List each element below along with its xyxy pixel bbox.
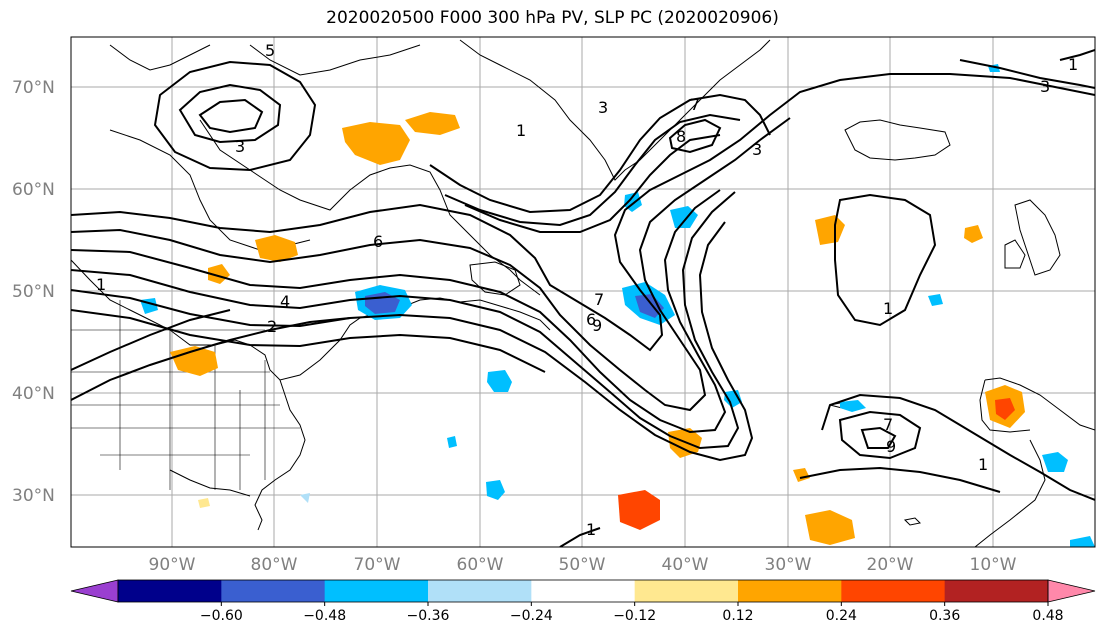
lon-label: 60°W: [457, 555, 504, 575]
colorbar-tick-label: 0.24: [826, 608, 857, 624]
graticule: [71, 37, 1095, 547]
svg-text:8: 8: [676, 127, 686, 146]
colorbar-tick-label: −0.48: [303, 608, 346, 624]
svg-text:4: 4: [280, 292, 290, 311]
slp-contours: [71, 49, 1095, 547]
svg-text:7: 7: [883, 415, 893, 434]
colorbar-border: [117, 579, 1049, 603]
svg-text:1: 1: [1068, 55, 1078, 74]
svg-text:7: 7: [690, 95, 700, 114]
colorbar-segment: [531, 580, 636, 602]
colorbar-extend-high: [1047, 579, 1096, 603]
colorbar-segment: [738, 580, 842, 602]
svg-text:1: 1: [978, 455, 988, 474]
lon-label: 50°W: [559, 555, 606, 575]
lon-label: 70°W: [354, 555, 401, 575]
colorbar-segment: [634, 580, 739, 602]
latitude-labels: 70°N 60°N 50°N 40°N 30°N: [12, 78, 55, 506]
svg-text:1: 1: [883, 299, 893, 318]
colorbar-segment: [944, 580, 1049, 602]
colorbar-tick-label: −0.24: [510, 608, 553, 624]
colorbar-segment: [841, 580, 946, 602]
colorbar-segment: [428, 580, 532, 602]
colorbar-tick-label: 0.36: [929, 608, 960, 624]
svg-text:1: 1: [586, 520, 596, 539]
svg-text:6: 6: [586, 310, 596, 329]
colorbar-segment: [118, 580, 222, 602]
colorbar: −0.60 −0.48 −0.36 −0.24 −0.12 0.12 0.24 0.36 0.4…: [70, 579, 1096, 624]
lon-label: 10°W: [970, 555, 1017, 575]
svg-text:9: 9: [592, 316, 602, 335]
svg-text:5: 5: [265, 41, 275, 60]
lon-label: 40°W: [662, 555, 709, 575]
svg-text:2: 2: [267, 317, 277, 336]
colorbar-tick-label: 0.12: [722, 608, 753, 624]
lon-label: 90°W: [149, 555, 196, 575]
lon-label: 20°W: [867, 555, 914, 575]
svg-text:9: 9: [886, 437, 896, 456]
lon-label: 30°W: [765, 555, 812, 575]
svg-text:6: 6: [373, 232, 383, 251]
lat-label: 40°N: [12, 384, 55, 404]
svg-text:3: 3: [235, 137, 245, 156]
colorbar-extend-low: [70, 579, 119, 603]
coastlines: [71, 39, 1095, 547]
colorbar-tick-label: −0.60: [200, 608, 243, 624]
map-title: 2020020500 F000 300 hPa PV, SLP PC (2020…: [326, 8, 779, 28]
colorbar-tick-label: −0.36: [407, 608, 450, 624]
colorbar-segment: [221, 580, 326, 602]
svg-text:1: 1: [96, 275, 106, 294]
svg-text:1: 1: [516, 121, 526, 140]
colorbar-segment: [324, 580, 429, 602]
colorbar-tick-label: 0.48: [1032, 608, 1063, 624]
map-frame: [70, 36, 1096, 548]
lat-label: 60°N: [12, 180, 55, 200]
lat-label: 70°N: [12, 78, 55, 98]
lat-label: 30°N: [12, 486, 55, 506]
svg-text:7: 7: [594, 290, 604, 309]
svg-text:3: 3: [1040, 77, 1050, 96]
svg-text:3: 3: [752, 140, 762, 159]
colorbar-tick-label: −0.12: [613, 608, 656, 624]
longitude-labels: 90°W 80°W 70°W 60°W 50°W 40°W 30°W 20°W …: [149, 555, 1017, 575]
map-area: [71, 37, 1095, 547]
pv-positive-anomalies: [170, 112, 1025, 545]
svg-text:3: 3: [598, 98, 608, 117]
lat-label: 50°N: [12, 282, 55, 302]
lon-label: 80°W: [251, 555, 298, 575]
contour-labels: 5 3 1 7 6 8 4 2 9 3 1 3 1 6 7 3 1 7 1 1 …: [96, 41, 1078, 539]
